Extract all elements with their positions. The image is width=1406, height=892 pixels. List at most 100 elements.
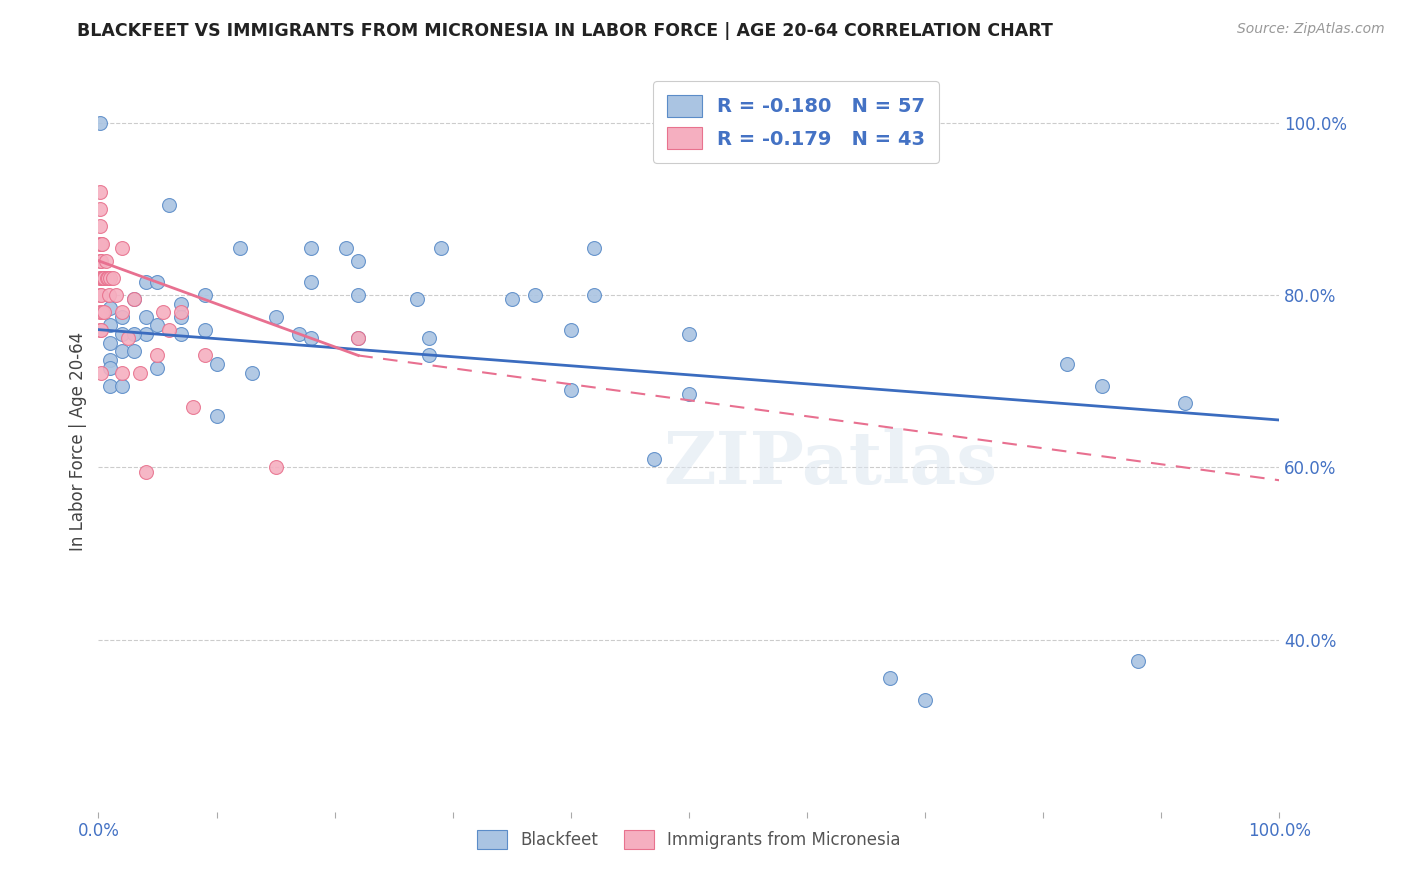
Point: [205, 357, 228, 371]
Point: [111, 326, 134, 341]
Point: [299, 241, 322, 255]
Point: [146, 361, 169, 376]
Point: [146, 275, 169, 289]
Point: [335, 241, 357, 255]
Point: [157, 198, 180, 212]
Point: [89, 219, 111, 234]
Point: [299, 275, 322, 289]
Y-axis label: In Labor Force | Age 20-64: In Labor Force | Age 20-64: [69, 332, 87, 551]
Point: [94, 253, 117, 268]
Point: [229, 241, 252, 255]
Text: BLACKFEET VS IMMIGRANTS FROM MICRONESIA IN LABOR FORCE | AGE 20-64 CORRELATION C: BLACKFEET VS IMMIGRANTS FROM MICRONESIA …: [77, 22, 1053, 40]
Point: [135, 326, 157, 341]
Point: [98, 288, 121, 302]
Point: [98, 335, 121, 350]
Point: [146, 318, 169, 333]
Point: [97, 271, 120, 285]
Point: [91, 271, 114, 285]
Point: [89, 288, 111, 302]
Point: [91, 236, 114, 251]
Point: [170, 326, 193, 341]
Point: [347, 331, 370, 345]
Point: [90, 236, 112, 251]
Point: [89, 236, 111, 251]
Point: [135, 465, 157, 479]
Point: [194, 348, 217, 362]
Point: [89, 271, 111, 285]
Point: [122, 326, 145, 341]
Point: [1056, 357, 1078, 371]
Point: [418, 331, 440, 345]
Point: [96, 271, 118, 285]
Point: [347, 331, 370, 345]
Point: [89, 202, 111, 216]
Point: [135, 275, 157, 289]
Point: [89, 253, 111, 268]
Point: [111, 378, 134, 392]
Point: [98, 318, 121, 333]
Point: [157, 323, 180, 337]
Text: Source: ZipAtlas.com: Source: ZipAtlas.com: [1237, 22, 1385, 37]
Legend: Blackfeet, Immigrants from Micronesia: Blackfeet, Immigrants from Micronesia: [467, 820, 911, 859]
Point: [914, 693, 936, 707]
Point: [90, 323, 112, 337]
Point: [643, 451, 665, 466]
Point: [299, 331, 322, 345]
Point: [111, 310, 134, 324]
Point: [678, 326, 700, 341]
Point: [90, 366, 112, 380]
Point: [583, 241, 606, 255]
Point: [678, 387, 700, 401]
Point: [98, 378, 121, 392]
Point: [117, 331, 139, 345]
Point: [501, 293, 523, 307]
Point: [128, 366, 150, 380]
Point: [1126, 654, 1149, 668]
Point: [135, 310, 157, 324]
Point: [93, 305, 115, 319]
Point: [170, 305, 193, 319]
Point: [264, 460, 287, 475]
Point: [347, 288, 370, 302]
Point: [879, 671, 901, 685]
Point: [583, 288, 606, 302]
Point: [418, 348, 440, 362]
Point: [89, 116, 111, 130]
Point: [347, 253, 370, 268]
Point: [98, 271, 121, 285]
Point: [430, 241, 453, 255]
Point: [560, 383, 582, 397]
Point: [122, 344, 145, 359]
Point: [101, 271, 124, 285]
Point: [91, 305, 114, 319]
Point: [98, 352, 121, 367]
Point: [111, 366, 134, 380]
Point: [560, 323, 582, 337]
Point: [406, 293, 429, 307]
Point: [90, 288, 112, 302]
Point: [288, 326, 311, 341]
Point: [181, 400, 204, 414]
Point: [152, 305, 174, 319]
Point: [98, 301, 121, 315]
Point: [170, 297, 193, 311]
Point: [91, 271, 114, 285]
Point: [170, 310, 193, 324]
Point: [240, 366, 263, 380]
Point: [1174, 396, 1197, 410]
Point: [93, 271, 115, 285]
Point: [89, 323, 111, 337]
Point: [524, 288, 547, 302]
Point: [122, 293, 145, 307]
Point: [89, 185, 111, 199]
Point: [111, 241, 134, 255]
Point: [105, 288, 128, 302]
Point: [98, 361, 121, 376]
Point: [90, 271, 112, 285]
Point: [90, 253, 112, 268]
Point: [111, 305, 134, 319]
Point: [205, 409, 228, 423]
Point: [1091, 378, 1114, 392]
Point: [111, 344, 134, 359]
Point: [89, 305, 111, 319]
